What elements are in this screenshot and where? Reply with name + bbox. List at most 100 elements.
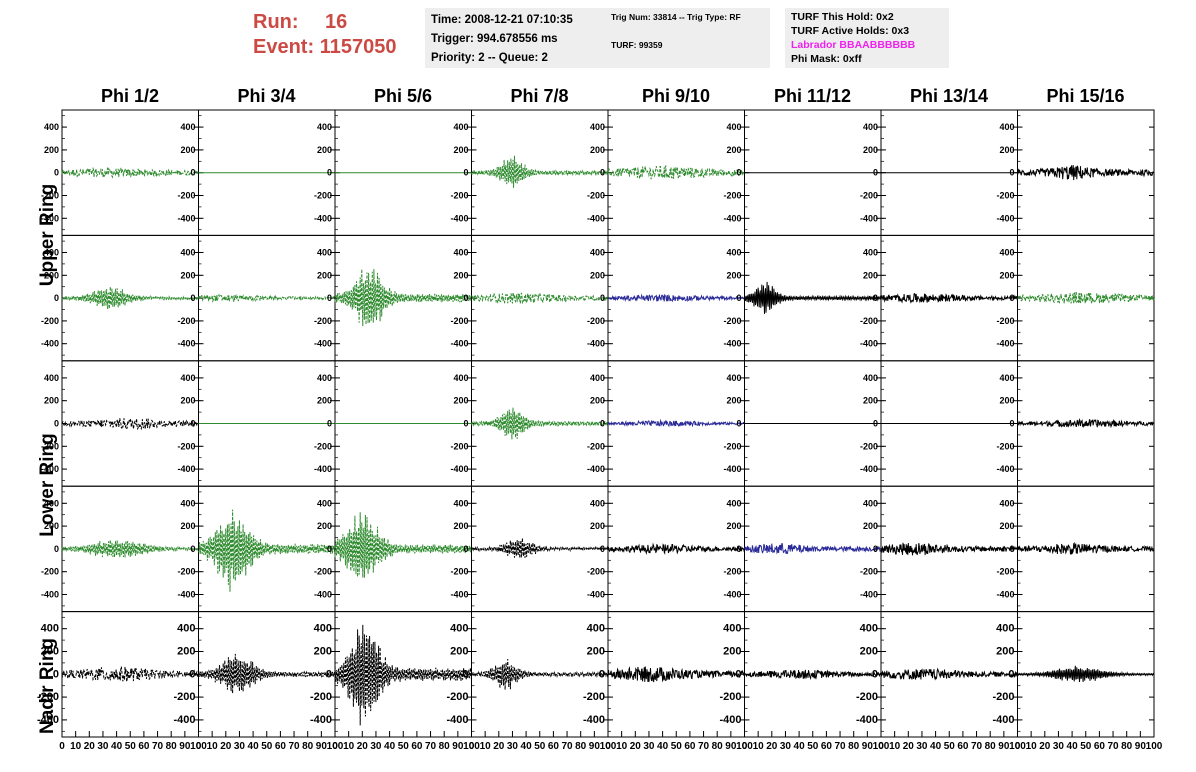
y-tick-label: -200 [860, 567, 878, 577]
x-tick-label: 50 [807, 741, 819, 752]
y-tick-label: 400 [999, 122, 1014, 132]
waveform-trace [61, 166, 199, 179]
x-tick-label: 100 [873, 741, 890, 752]
y-tick-label: -200 [856, 691, 878, 703]
y-tick-label: 0 [190, 419, 195, 429]
y-tick-label: 400 [860, 623, 878, 635]
y-tick-label: 0 [327, 419, 332, 429]
waveform-panel: 400 200 0 -200 -400 [177, 234, 336, 362]
x-tick-label: 10 [1026, 741, 1038, 752]
column-header: Phi 11/12 [773, 86, 852, 106]
x-tick-label: 70 [288, 741, 300, 752]
run-event-block: Run: 16 Event: 1157050 [253, 10, 396, 60]
y-tick-label: 0 [189, 668, 195, 680]
y-tick-label: 200 [590, 145, 605, 155]
y-tick-label: -400 [996, 339, 1014, 349]
x-tick-label: 100 [600, 741, 617, 752]
y-tick-label: -400 [723, 590, 741, 600]
y-tick-label: -400 [177, 213, 195, 223]
waveform-trace [61, 418, 199, 431]
y-tick-label: 200 [590, 521, 605, 531]
y-tick-label: -400 [587, 464, 605, 474]
y-tick-label: 0 [600, 419, 605, 429]
y-tick-label: 0 [736, 419, 741, 429]
waveform-trace [1017, 291, 1155, 305]
x-tick-label: 100 [1146, 741, 1163, 752]
y-tick-label: -200 [173, 691, 195, 703]
y-tick-label: -400 [992, 714, 1014, 726]
x-tick-label: 50 [944, 741, 956, 752]
y-tick-label: -200 [996, 316, 1014, 326]
x-tick-label: 60 [1094, 741, 1106, 752]
y-tick-label: 400 [314, 623, 332, 635]
y-tick-label: 0 [327, 168, 332, 178]
y-tick-label: -200 [314, 316, 332, 326]
y-tick-label: 0 [736, 544, 741, 554]
waveform-trace [1017, 417, 1155, 429]
y-tick-label: -400 [860, 590, 878, 600]
y-tick-label: -400 [314, 339, 332, 349]
x-tick-label: 20 [220, 741, 232, 752]
y-tick-label: -400 [450, 213, 468, 223]
y-tick-label: -400 [314, 464, 332, 474]
y-tick-label: -200 [314, 441, 332, 451]
y-tick-label: 400 [453, 373, 468, 383]
y-tick-label: 0 [54, 168, 59, 178]
x-tick-label: 30 [1053, 741, 1065, 752]
y-tick-label: -200 [723, 567, 741, 577]
x-tick-label: 50 [1080, 741, 1092, 752]
y-tick-label: 400 [44, 248, 59, 258]
y-tick-label: 0 [463, 419, 468, 429]
y-tick-label: 400 [590, 248, 605, 258]
y-tick-label: 0 [327, 293, 332, 303]
time-info-box: Time: 2008-12-21 07:10:35 Trigger: 994.6… [425, 8, 605, 68]
y-tick-label: 0 [53, 668, 59, 680]
waveform-panel: 400 200 0 -200 -400 [587, 360, 745, 487]
x-tick-label: 30 [97, 741, 109, 752]
y-tick-label: 200 [44, 270, 59, 280]
x-tick-label: 40 [930, 741, 942, 752]
x-tick-label: 50 [534, 741, 546, 752]
y-tick-label: 200 [180, 521, 195, 531]
x-tick-label: 10 [207, 741, 219, 752]
y-tick-label: 0 [599, 668, 605, 680]
y-tick-label: -400 [723, 339, 741, 349]
y-tick-label: -400 [996, 590, 1014, 600]
y-tick-label: 0 [872, 668, 878, 680]
y-tick-label: 200 [453, 145, 468, 155]
y-tick-label: 200 [180, 145, 195, 155]
x-tick-label: 70 [698, 741, 710, 752]
x-tick-label: 10 [753, 741, 765, 752]
y-tick-label: 200 [860, 646, 878, 658]
y-tick-label: -200 [996, 191, 1014, 201]
y-tick-label: 400 [863, 498, 878, 508]
x-tick-label: 40 [111, 741, 123, 752]
waveform-panel: 400 200 0 -200 -400 [177, 109, 336, 236]
y-tick-label: -400 [723, 213, 741, 223]
waveform-trace [744, 281, 882, 314]
waveform-trace [880, 667, 1018, 681]
x-tick-label: 30 [780, 741, 792, 752]
x-tick-label: 10 [70, 741, 82, 752]
waveform-panel: 400 200 0 -200 -400 [314, 109, 472, 236]
y-tick-label: -200 [41, 441, 59, 451]
y-tick-label: -400 [860, 213, 878, 223]
y-tick-label: -400 [587, 339, 605, 349]
waveform-panel: 400 200 0 -200 -400 [450, 485, 609, 613]
y-tick-label: -200 [177, 441, 195, 451]
y-tick-label: 0 [735, 668, 741, 680]
y-tick-label: -200 [177, 191, 195, 201]
waveform-trace [61, 539, 199, 558]
y-tick-label: 0 [463, 293, 468, 303]
y-tick-label: 0 [190, 544, 195, 554]
panel-frame [1017, 234, 1155, 362]
y-tick-label: -200 [450, 441, 468, 451]
y-tick-label: -200 [314, 191, 332, 201]
waveform-trace [198, 293, 336, 304]
y-tick-label: 400 [726, 498, 741, 508]
waveform-trace [334, 512, 472, 578]
y-tick-label: 200 [863, 145, 878, 155]
x-tick-label: 20 [630, 741, 642, 752]
